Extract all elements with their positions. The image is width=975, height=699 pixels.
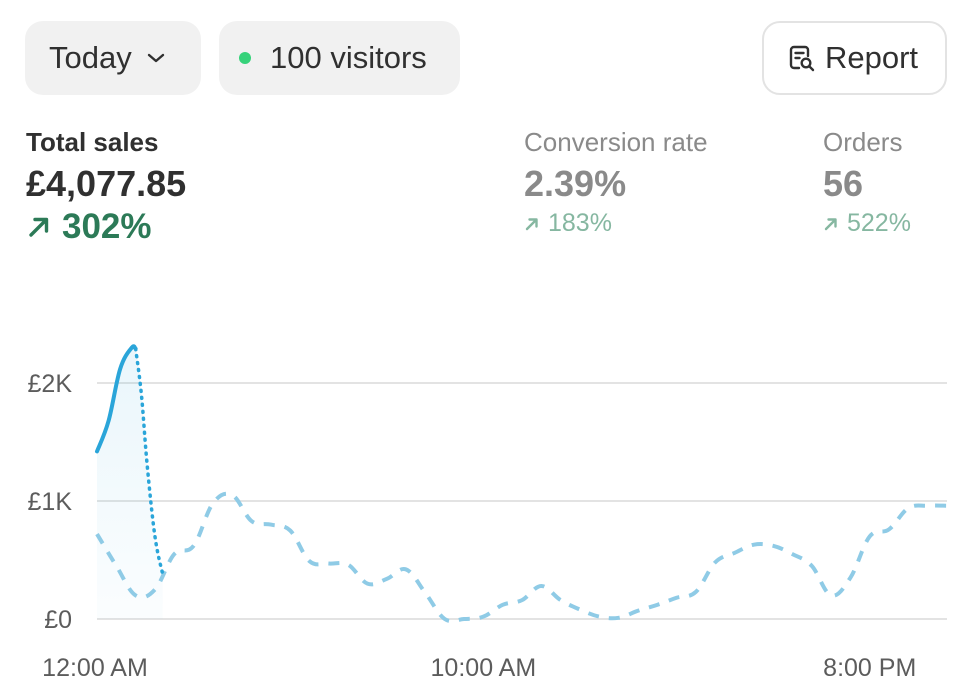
metric-change: 183% [524, 209, 708, 238]
x-tick-label: 12:00 AM [42, 654, 148, 682]
y-tick-label: £1K [28, 488, 73, 516]
metric-value: 2.39% [524, 163, 627, 204]
metric-conversion-rate[interactable]: Conversion rate 2.39% 183% [524, 126, 708, 238]
y-tick-label: £0 [44, 606, 72, 634]
series-line-previous-period [95, 491, 948, 624]
live-visitors-button[interactable]: 100 visitors [219, 21, 460, 95]
metric-label: Total sales [26, 127, 159, 157]
report-search-icon [787, 43, 817, 73]
metric-change: 522% [823, 209, 911, 238]
arrow-up-right-icon [525, 217, 538, 230]
x-tick-label: 8:00 PM [823, 654, 916, 682]
series-line-today-projected [133, 347, 165, 576]
chevron-down-icon [146, 52, 166, 64]
metric-value: 56 [823, 163, 864, 204]
metric-orders[interactable]: Orders 56 522% [823, 126, 911, 238]
metric-change-value: 302% [62, 207, 152, 246]
metric-label: Orders [823, 127, 903, 157]
metric-label: Conversion rate [524, 127, 708, 157]
series-line-today [95, 344, 138, 454]
x-tick-label: 10:00 AM [431, 654, 537, 682]
live-visitors-label: 100 visitors [270, 40, 427, 75]
metric-total-sales[interactable]: Total sales £4,077.85 302% [26, 126, 186, 247]
report-button[interactable]: Report [762, 21, 947, 95]
series-area-today [97, 343, 163, 619]
y-tick-label: £2K [28, 370, 73, 398]
live-status-dot [239, 52, 251, 64]
metric-value: £4,077.85 [26, 163, 187, 204]
metric-change-value: 522% [847, 209, 911, 237]
arrow-up-right-icon [29, 217, 49, 237]
date-range-button[interactable]: Today [25, 21, 201, 95]
metric-change: 302% [26, 207, 186, 247]
report-label: Report [825, 40, 919, 75]
date-range-label: Today [49, 40, 132, 75]
metric-change-value: 183% [548, 209, 612, 237]
arrow-up-right-icon [824, 217, 837, 230]
